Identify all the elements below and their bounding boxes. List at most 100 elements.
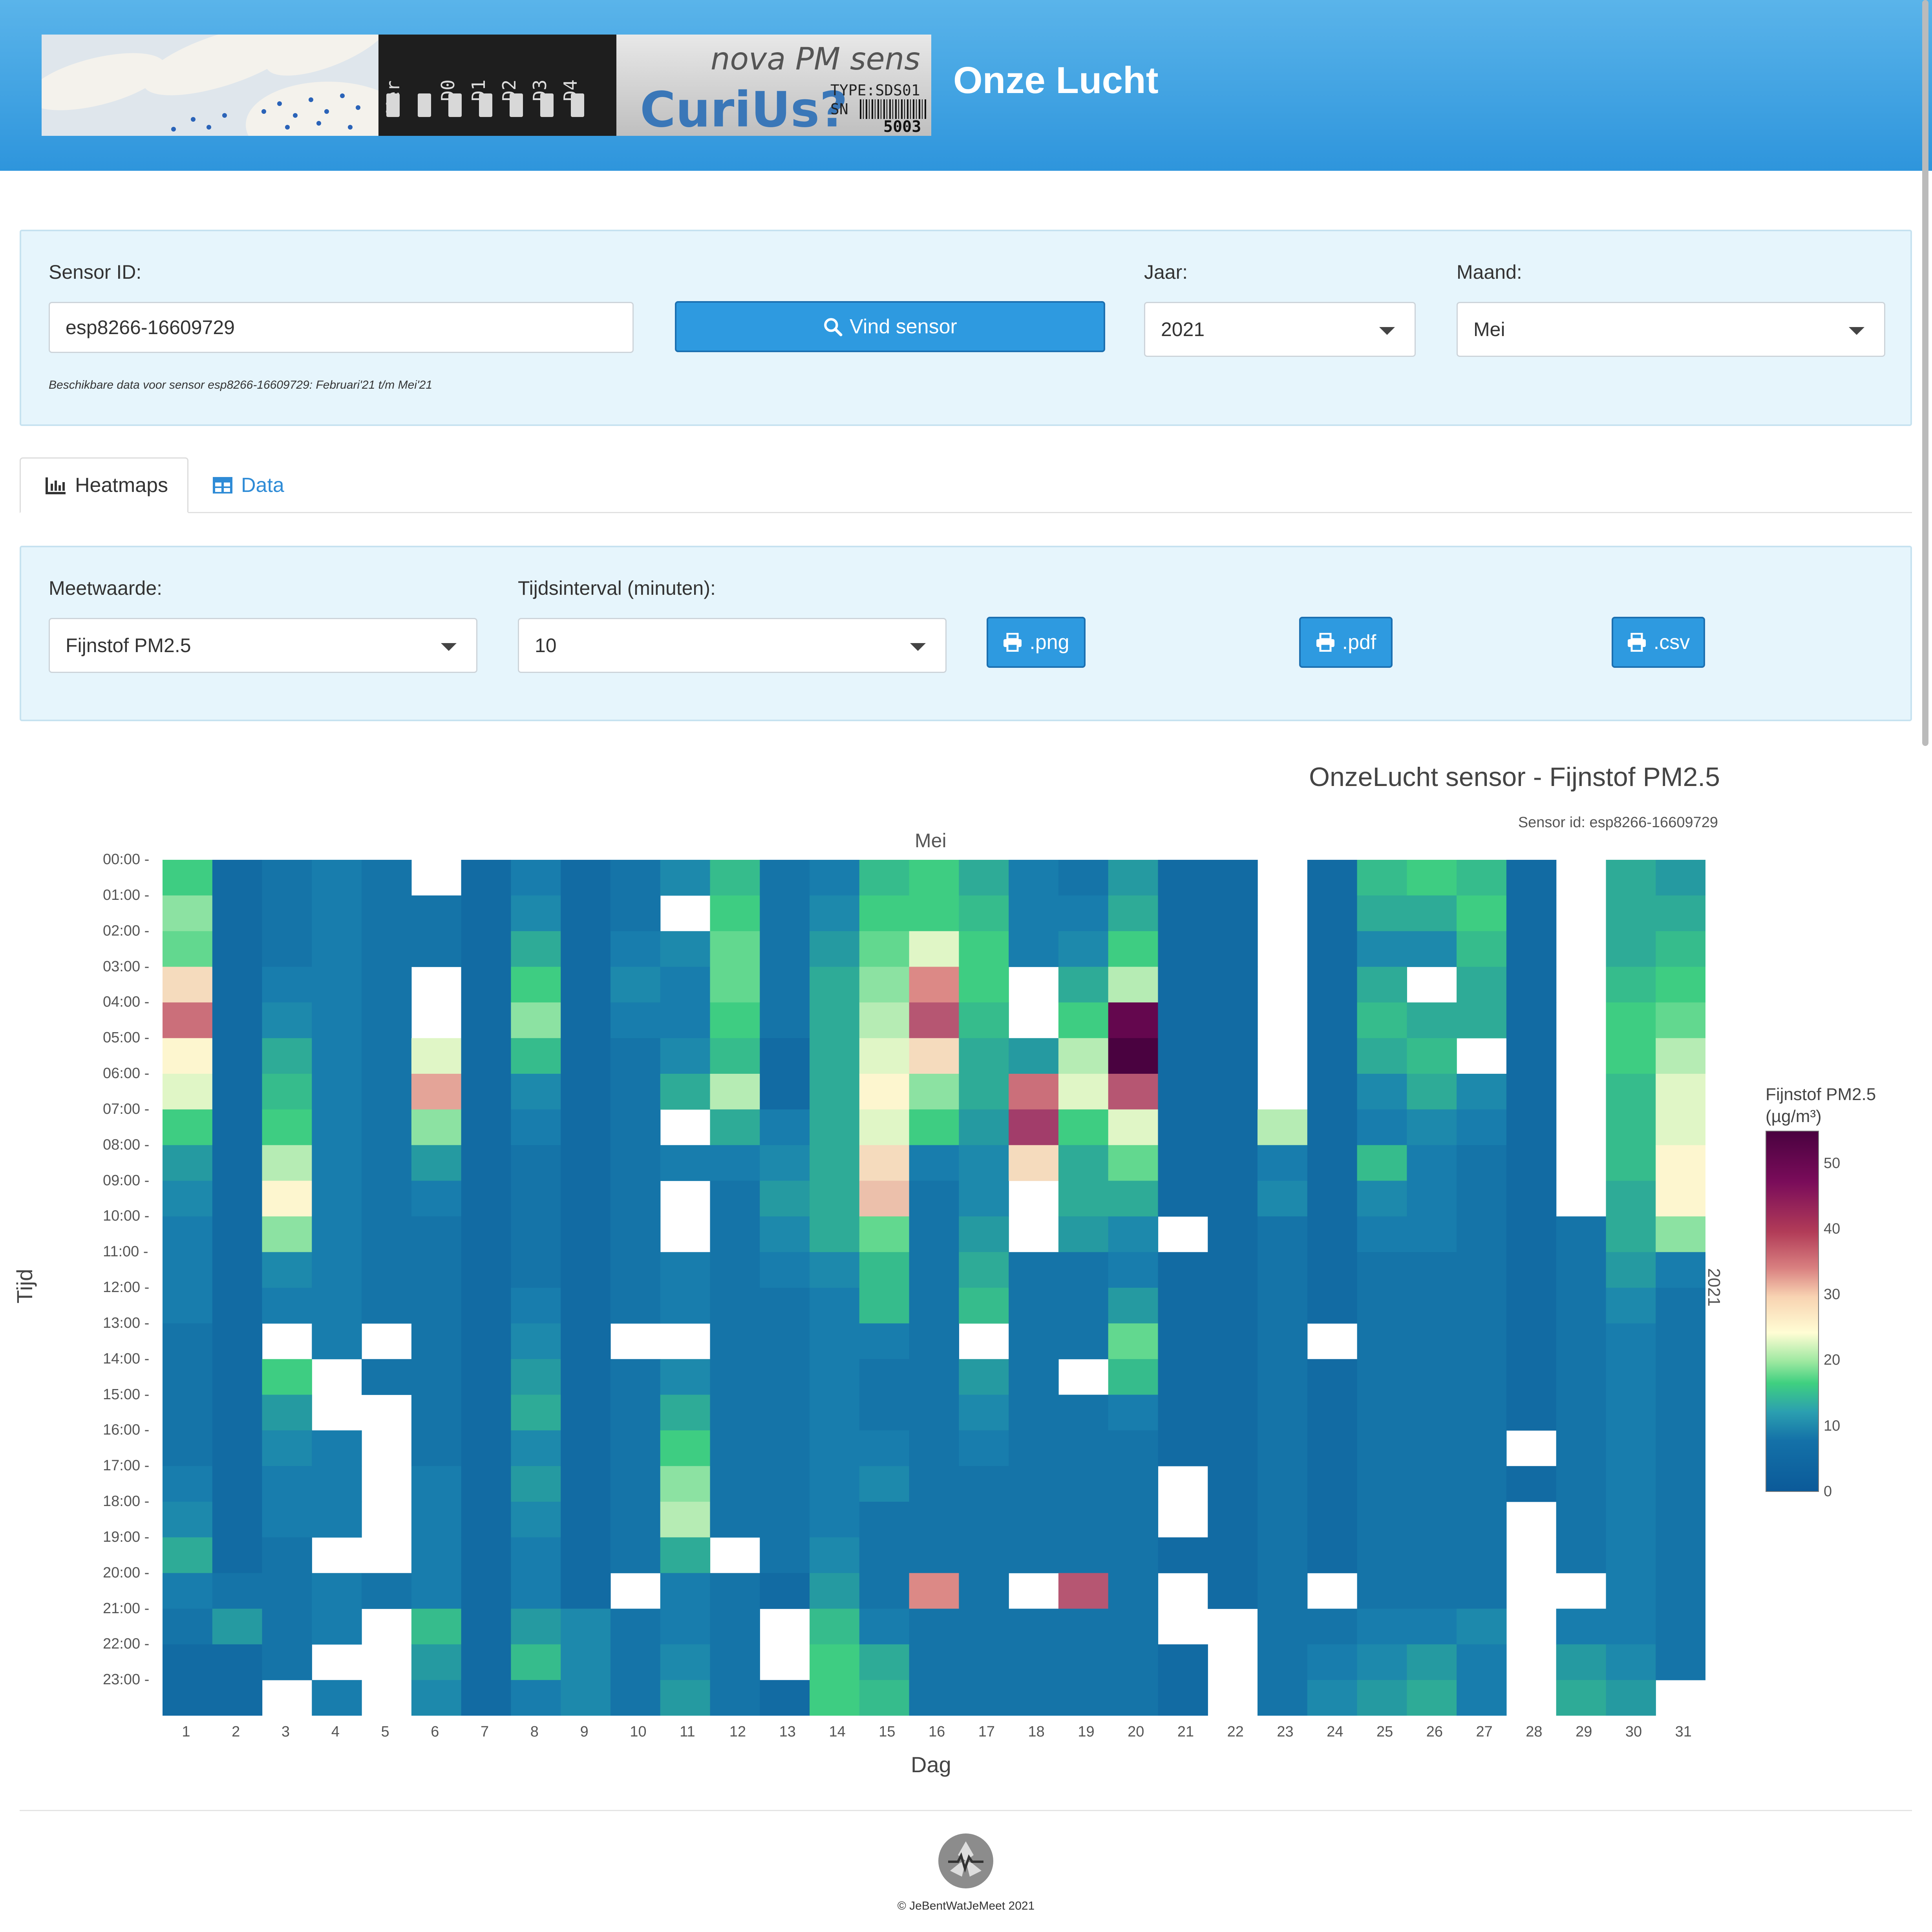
- heatmap-cell[interactable]: [511, 1145, 561, 1181]
- heatmap-cell[interactable]: [1457, 1252, 1507, 1288]
- heatmap-cell[interactable]: [660, 1644, 711, 1680]
- heatmap-cell[interactable]: [1307, 967, 1358, 1003]
- heatmap-cell[interactable]: [810, 1252, 860, 1288]
- heatmap-cell[interactable]: [1108, 1216, 1159, 1252]
- heatmap-cell[interactable]: [1656, 1573, 1705, 1609]
- heatmap-cell[interactable]: [1407, 1537, 1457, 1574]
- heatmap-cell[interactable]: [511, 1288, 561, 1324]
- heatmap-cell[interactable]: [1457, 1181, 1507, 1217]
- heatmap-cell[interactable]: [1058, 1466, 1109, 1502]
- heatmap-cell[interactable]: [1357, 1502, 1407, 1538]
- heatmap-cell[interactable]: [212, 1038, 263, 1074]
- heatmap-cell[interactable]: [561, 1145, 611, 1181]
- heatmap-cell[interactable]: [1407, 1288, 1457, 1324]
- heatmap-cell[interactable]: [1058, 1181, 1109, 1217]
- heatmap-cell[interactable]: [1357, 1323, 1407, 1360]
- heatmap-cell[interactable]: [312, 895, 362, 932]
- heatmap-cell[interactable]: [1656, 1608, 1705, 1645]
- heatmap-cell[interactable]: [163, 1002, 213, 1038]
- heatmap-cell[interactable]: [710, 1074, 760, 1110]
- heatmap-cell[interactable]: [1506, 1181, 1557, 1217]
- heatmap-cell[interactable]: [1357, 1216, 1407, 1252]
- heatmap-cell[interactable]: [1457, 1288, 1507, 1324]
- heatmap-cell[interactable]: [1108, 1466, 1159, 1502]
- heatmap-cell[interactable]: [1258, 1109, 1308, 1146]
- heatmap-cell[interactable]: [909, 1608, 959, 1645]
- heatmap-cell[interactable]: [760, 1109, 810, 1146]
- heatmap-cell[interactable]: [312, 967, 362, 1003]
- heatmap-cell[interactable]: [1058, 895, 1109, 932]
- heatmap-cell[interactable]: [362, 860, 412, 896]
- heatmap-cell[interactable]: [561, 931, 611, 967]
- heatmap-cell[interactable]: [411, 1644, 462, 1680]
- heatmap-cell[interactable]: [1606, 1430, 1656, 1466]
- heatmap-cell[interactable]: [262, 1359, 312, 1395]
- heatmap-cell[interactable]: [810, 1395, 860, 1431]
- heatmap-cell[interactable]: [461, 1038, 511, 1074]
- heatmap-cell[interactable]: [1407, 1430, 1457, 1466]
- heatmap-cell[interactable]: [262, 931, 312, 967]
- heatmap-cell[interactable]: [1258, 1395, 1308, 1431]
- heatmap-cell[interactable]: [1407, 1074, 1457, 1110]
- heatmap-cell[interactable]: [1307, 1537, 1358, 1574]
- heatmap-cell[interactable]: [511, 1002, 561, 1038]
- heatmap-cell[interactable]: [760, 1430, 810, 1466]
- heatmap-cell[interactable]: [710, 931, 760, 967]
- heatmap-cell[interactable]: [1506, 931, 1557, 967]
- heatmap-cell[interactable]: [1058, 1323, 1109, 1360]
- heatmap-cell[interactable]: [909, 1395, 959, 1431]
- heatmap-cell[interactable]: [312, 860, 362, 896]
- heatmap-cell[interactable]: [810, 860, 860, 896]
- heatmap-cell[interactable]: [411, 1074, 462, 1110]
- heatmap-cell[interactable]: [909, 860, 959, 896]
- heatmap-cell[interactable]: [1606, 1038, 1656, 1074]
- heatmap-cell[interactable]: [610, 1537, 661, 1574]
- heatmap-cell[interactable]: [561, 1537, 611, 1574]
- heatmap-cell[interactable]: [1307, 1216, 1358, 1252]
- heatmap-cell[interactable]: [212, 1323, 263, 1360]
- heatmap-cell[interactable]: [1258, 1359, 1308, 1395]
- heatmap-cell[interactable]: [1208, 1359, 1258, 1395]
- heatmap-cell[interactable]: [1058, 931, 1109, 967]
- heatmap-cell[interactable]: [1656, 1644, 1705, 1680]
- heatmap-cell[interactable]: [362, 1573, 412, 1609]
- heatmap-cell[interactable]: [810, 895, 860, 932]
- heatmap-cell[interactable]: [610, 1109, 661, 1146]
- heatmap-cell[interactable]: [710, 1502, 760, 1538]
- heatmap-cell[interactable]: [362, 1038, 412, 1074]
- heatmap-cell[interactable]: [1457, 1466, 1507, 1502]
- heatmap-cell[interactable]: [1258, 1680, 1308, 1716]
- heatmap-cell[interactable]: [461, 1680, 511, 1716]
- heatmap-cell[interactable]: [1108, 1002, 1159, 1038]
- heatmap-cell[interactable]: [1307, 1181, 1358, 1217]
- heatmap-cell[interactable]: [1457, 1395, 1507, 1431]
- heatmap-cell[interactable]: [312, 1216, 362, 1252]
- heatmap-cell[interactable]: [163, 1466, 213, 1502]
- heatmap-cell[interactable]: [1656, 1502, 1705, 1538]
- heatmap-cell[interactable]: [1108, 1537, 1159, 1574]
- heatmap-cell[interactable]: [959, 1537, 1009, 1574]
- heatmap-cell[interactable]: [163, 860, 213, 896]
- heatmap-cell[interactable]: [561, 1109, 611, 1146]
- heatmap-cell[interactable]: [1457, 1145, 1507, 1181]
- heatmap-cell[interactable]: [859, 1323, 910, 1360]
- heatmap-cell[interactable]: [760, 1145, 810, 1181]
- heatmap-cell[interactable]: [362, 1145, 412, 1181]
- heatmap-cell[interactable]: [859, 1216, 910, 1252]
- heatmap-cell[interactable]: [1258, 1502, 1308, 1538]
- heatmap-cell[interactable]: [610, 1644, 661, 1680]
- heatmap-cell[interactable]: [810, 1537, 860, 1574]
- heatmap-cell[interactable]: [1506, 1395, 1557, 1431]
- heatmap-cell[interactable]: [362, 931, 412, 967]
- heatmap-cell[interactable]: [909, 1038, 959, 1074]
- heatmap-cell[interactable]: [610, 895, 661, 932]
- heatmap-cell[interactable]: [1307, 1466, 1358, 1502]
- heatmap-cell[interactable]: [1058, 1002, 1109, 1038]
- heatmap-cell[interactable]: [1506, 1074, 1557, 1110]
- heatmap-cell[interactable]: [610, 1145, 661, 1181]
- heatmap-cell[interactable]: [262, 1288, 312, 1324]
- heatmap-cell[interactable]: [1307, 1038, 1358, 1074]
- heatmap-cell[interactable]: [1108, 1359, 1159, 1395]
- heatmap-cell[interactable]: [411, 1323, 462, 1360]
- download-png-button[interactable]: .png: [987, 617, 1086, 668]
